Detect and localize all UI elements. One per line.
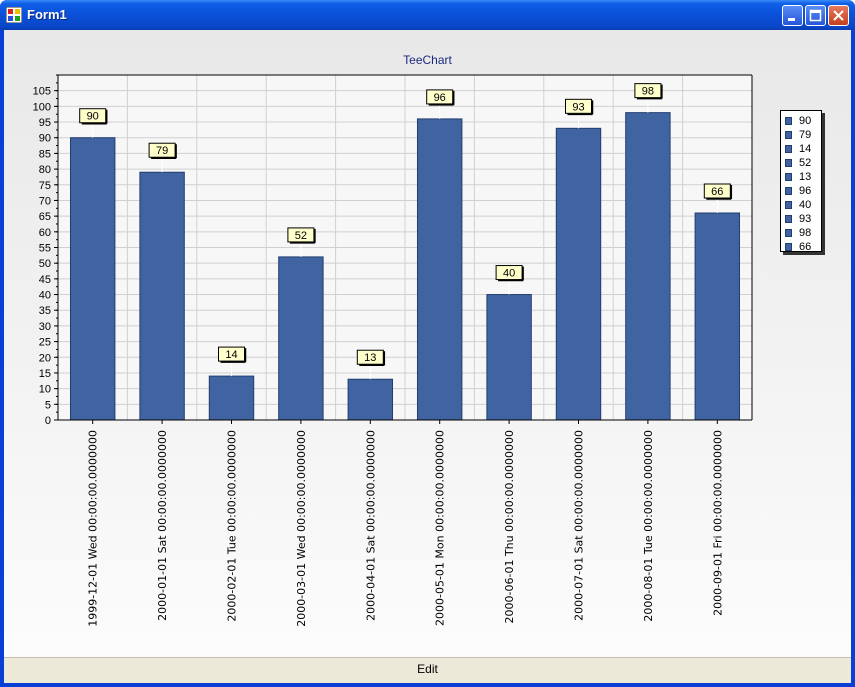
data-label-box xyxy=(426,89,454,105)
bar xyxy=(555,127,602,421)
legend-label: 66 xyxy=(799,241,812,253)
y-tick-label: 50 xyxy=(39,258,51,270)
bar xyxy=(486,294,532,421)
minimize-icon xyxy=(788,18,795,21)
bar-chart[interactable]: 0 5 10 15 20 25 30 35 40 45 50 55 60 65 70 75 80 85 90 95 10… xyxy=(4,30,851,657)
y-tick-label: 100 xyxy=(33,101,51,113)
close-icon xyxy=(833,10,844,21)
data-label: 14 xyxy=(225,349,237,361)
data-label-box xyxy=(218,346,245,362)
x-tick-label: 2000-03-01 Wed 00:00:00.0000000 xyxy=(295,430,308,627)
legend-label: 13 xyxy=(799,171,812,183)
bar xyxy=(208,375,255,421)
data-label: 90 xyxy=(87,111,99,123)
legend-swatch xyxy=(785,159,792,167)
data-label: 96 xyxy=(434,92,446,104)
y-tick-label: 5 xyxy=(45,399,51,411)
title-bar[interactable]: Form1 xyxy=(0,0,855,30)
bar xyxy=(694,212,741,421)
legend-swatch xyxy=(785,229,792,237)
y-tick-label: 70 xyxy=(39,195,51,207)
data-label: 98 xyxy=(642,86,654,98)
data-label: 52 xyxy=(295,230,307,242)
legend-label: 93 xyxy=(799,213,812,225)
y-tick-label: 105 xyxy=(33,86,51,98)
legend-swatch xyxy=(785,145,792,153)
x-tick-label: 2000-09-01 Fri 00:00:00.0000000 xyxy=(711,430,724,616)
y-tick-label: 40 xyxy=(39,290,51,302)
legend-swatch xyxy=(785,201,792,209)
legend-label: 52 xyxy=(799,157,812,169)
data-label: 13 xyxy=(364,352,376,364)
bar xyxy=(69,137,116,421)
client-area: TeeChart 0 5 10 15 20 25 30 35 40 45 50 55 60 65 70 75 8… xyxy=(4,30,851,683)
bar xyxy=(139,171,185,421)
y-tick-label: 75 xyxy=(39,180,51,192)
data-label-box xyxy=(79,108,107,124)
data-label: 93 xyxy=(572,101,584,113)
data-label: 40 xyxy=(503,268,515,280)
y-tick-label: 90 xyxy=(39,133,51,145)
data-label-box xyxy=(287,227,315,243)
chart-legend[interactable]: 90 79 14 52 13 96 40 93 98 66 xyxy=(780,110,822,253)
y-tick-label: 80 xyxy=(39,164,51,176)
minimize-button[interactable] xyxy=(782,5,803,26)
x-tick-label: 2000-07-01 Sat 00:00:00.0000000 xyxy=(573,430,586,621)
data-label-box xyxy=(148,142,176,158)
legend-swatch xyxy=(785,187,792,195)
bar xyxy=(278,256,324,421)
y-tick-label: 35 xyxy=(39,305,51,317)
data-label: 66 xyxy=(711,186,723,198)
maximize-button[interactable] xyxy=(805,5,826,26)
x-tick-label: 2000-01-01 Sat 00:00:00.0000000 xyxy=(156,430,169,621)
legend-swatch xyxy=(785,243,792,251)
data-label-box xyxy=(495,265,523,281)
y-tick-label: 45 xyxy=(39,274,51,286)
y-tick-label: 55 xyxy=(39,243,51,255)
data-label-box xyxy=(703,183,731,199)
y-tick-label: 15 xyxy=(39,368,51,380)
x-tick-label: 2000-06-01 Thu 00:00:00.0000000 xyxy=(503,430,516,623)
legend-label: 40 xyxy=(799,199,812,211)
data-label-box xyxy=(634,83,662,99)
legend-swatch xyxy=(785,173,792,181)
data-label: 79 xyxy=(156,145,168,157)
y-tick-label: 25 xyxy=(39,337,51,349)
legend-swatch xyxy=(785,131,792,139)
x-tick-label: 2000-04-01 Sat 00:00:00.0000000 xyxy=(364,430,377,621)
bottom-panel: Edit xyxy=(4,657,851,683)
y-tick-label: 10 xyxy=(39,384,51,396)
y-tick-label: 0 xyxy=(45,415,51,427)
y-tick-label: 30 xyxy=(39,321,51,333)
window-bottom-border xyxy=(0,683,855,687)
legend-label: 79 xyxy=(799,129,812,141)
maximize-icon xyxy=(809,9,822,22)
bar xyxy=(416,118,463,421)
bar xyxy=(625,112,671,421)
legend-label: 90 xyxy=(799,115,812,127)
y-tick-label: 65 xyxy=(39,211,51,223)
app-icon[interactable] xyxy=(6,7,22,23)
bar xyxy=(347,378,394,421)
legend-label: 96 xyxy=(799,185,812,197)
legend-swatch xyxy=(785,117,792,125)
legend-label: 14 xyxy=(799,143,812,155)
legend-swatch xyxy=(785,215,792,223)
y-tick-label: 85 xyxy=(39,148,51,160)
chart-title: TeeChart xyxy=(403,53,452,67)
legend-label: 98 xyxy=(799,227,812,239)
x-tick-label: 2000-05-01 Mon 00:00:00.0000000 xyxy=(434,430,447,626)
window-title: Form1 xyxy=(27,7,67,22)
y-tick-label: 95 xyxy=(39,117,51,129)
x-tick-label: 1999-12-01 Wed 00:00:00.0000000 xyxy=(87,430,100,627)
y-tick-label: 60 xyxy=(39,227,51,239)
data-label-box xyxy=(565,98,592,114)
x-tick-label: 2000-02-01 Tue 00:00:00.0000000 xyxy=(226,430,239,622)
y-tick-label: 20 xyxy=(39,352,51,364)
data-label-box xyxy=(356,349,384,365)
close-button[interactable] xyxy=(828,5,849,26)
x-tick-label: 2000-08-01 Tue 00:00:00.0000000 xyxy=(642,430,655,622)
edit-button[interactable]: Edit xyxy=(417,662,438,676)
